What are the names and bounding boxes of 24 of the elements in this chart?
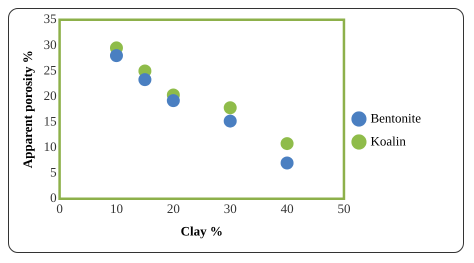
- point: [280, 156, 294, 170]
- x-tick-label: 30: [224, 201, 237, 216]
- x-tick-label: 10: [110, 201, 123, 216]
- y-tick-label: 5: [50, 164, 57, 180]
- point: [166, 94, 180, 108]
- y-tick-label: 0: [50, 190, 57, 206]
- point: [280, 137, 294, 150]
- x-tick-label: 20: [166, 201, 180, 216]
- y-tick-label: 20: [44, 88, 57, 103]
- point: [224, 101, 237, 114]
- y-tick-label: 10: [44, 139, 57, 154]
- point: [110, 49, 123, 62]
- x-tick-label: 50: [337, 201, 350, 216]
- legend-label: Bentonite: [370, 110, 422, 126]
- point: [224, 114, 237, 128]
- x-axis-title: Clay %: [180, 224, 223, 239]
- y-tick-label: 25: [44, 62, 57, 78]
- legend-label: Koalin: [370, 133, 406, 148]
- point: [138, 73, 152, 86]
- y-tick-label: 35: [44, 11, 57, 26]
- y-tick-label: 15: [44, 114, 57, 129]
- y-tick-label: 30: [44, 36, 57, 52]
- y-axis-title: Apparent porosity %: [20, 50, 36, 168]
- x-tick-label: 40: [280, 201, 294, 216]
